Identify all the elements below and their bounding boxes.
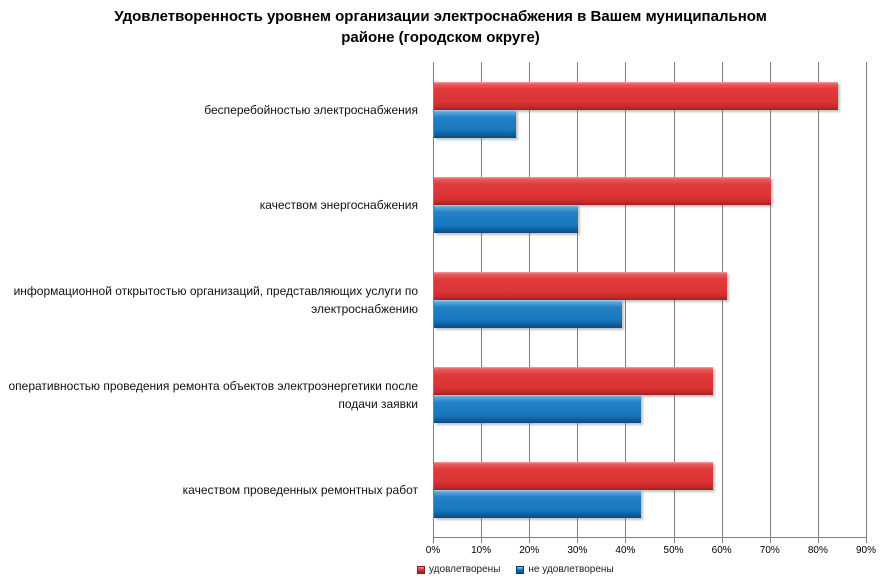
- legend-swatch-red-icon: [417, 565, 425, 574]
- category-label-band: качеством проведенных ремонтных работ: [0, 443, 426, 538]
- legend-item-not-satisfied: не удовлетворены: [516, 564, 614, 575]
- x-tick-label: 90%: [855, 545, 877, 556]
- category-label: бесперебойностью электроснабжения: [204, 102, 418, 117]
- axis-tick: [577, 537, 579, 543]
- x-tick-label: 30%: [567, 545, 588, 556]
- gridline: [433, 62, 434, 537]
- axis-tick: [817, 537, 819, 543]
- axis-tick: [673, 537, 675, 543]
- axis-tick: [866, 537, 867, 543]
- plot-area: 0% 10% 20% 30% 40% 50% 60% 70% 80% 90%: [426, 62, 876, 556]
- x-tick-label: 50%: [663, 545, 684, 556]
- bar-satisfied: [434, 367, 714, 396]
- bar-not-satisfied: [434, 490, 641, 519]
- bar-satisfied: [434, 176, 771, 205]
- axis-tick: [481, 537, 483, 543]
- bar-row: [434, 348, 867, 443]
- axis-tick: [625, 537, 627, 543]
- bar-row: [434, 443, 867, 538]
- chart-title: Удовлетворенность уровнем организации эл…: [114, 8, 767, 46]
- category-label-band: оперативностью проведения ремонта объект…: [0, 348, 426, 443]
- x-tick-label: 80%: [807, 545, 828, 556]
- x-tick-label: 0%: [425, 545, 441, 556]
- x-tick-label: 10%: [471, 545, 492, 556]
- bar-row: [434, 62, 867, 157]
- category-label: оперативностью проведения ремонта объект…: [8, 379, 418, 412]
- axis-tick: [721, 537, 723, 543]
- category-label-band: бесперебойностью электроснабжения: [0, 62, 426, 157]
- axis-tick: [529, 537, 531, 543]
- category-label-band: качеством энергоснабжения: [0, 157, 426, 252]
- x-tick-label: 20%: [519, 545, 540, 556]
- legend-item-satisfied: удовлетворены: [417, 564, 500, 575]
- category-label: качеством проведенных ремонтных работ: [182, 483, 418, 498]
- bar-row: [434, 252, 867, 347]
- x-tick-label: 40%: [615, 545, 636, 556]
- bar-not-satisfied: [434, 299, 622, 328]
- legend-label: не удовлетворены: [528, 564, 614, 575]
- gridline: [817, 62, 819, 537]
- bar-satisfied: [434, 462, 714, 491]
- category-label: информационной открытостью организаций, …: [13, 283, 418, 316]
- bar-satisfied: [434, 81, 839, 110]
- x-tick-label: 60%: [711, 545, 732, 556]
- bar-row: [434, 157, 867, 252]
- legend-swatch-blue-icon: [516, 565, 525, 574]
- legend: удовлетворены не удовлетворены: [417, 564, 614, 575]
- bar-satisfied: [434, 271, 728, 300]
- legend-label: удовлетворены: [429, 564, 501, 575]
- category-label-band: информационной открытостью организаций, …: [0, 252, 426, 347]
- category-axis: бесперебойностью электроснабжения качест…: [0, 62, 426, 538]
- axis-tick: [769, 537, 771, 543]
- bar-not-satisfied: [434, 395, 641, 424]
- gridline: [866, 62, 867, 537]
- bar-not-satisfied: [434, 109, 516, 138]
- gridline: [769, 62, 771, 537]
- x-tick-label: 70%: [759, 545, 780, 556]
- bar-not-satisfied: [434, 204, 579, 233]
- axis-tick: [433, 537, 434, 543]
- category-label: качеством энергоснабжения: [259, 197, 418, 212]
